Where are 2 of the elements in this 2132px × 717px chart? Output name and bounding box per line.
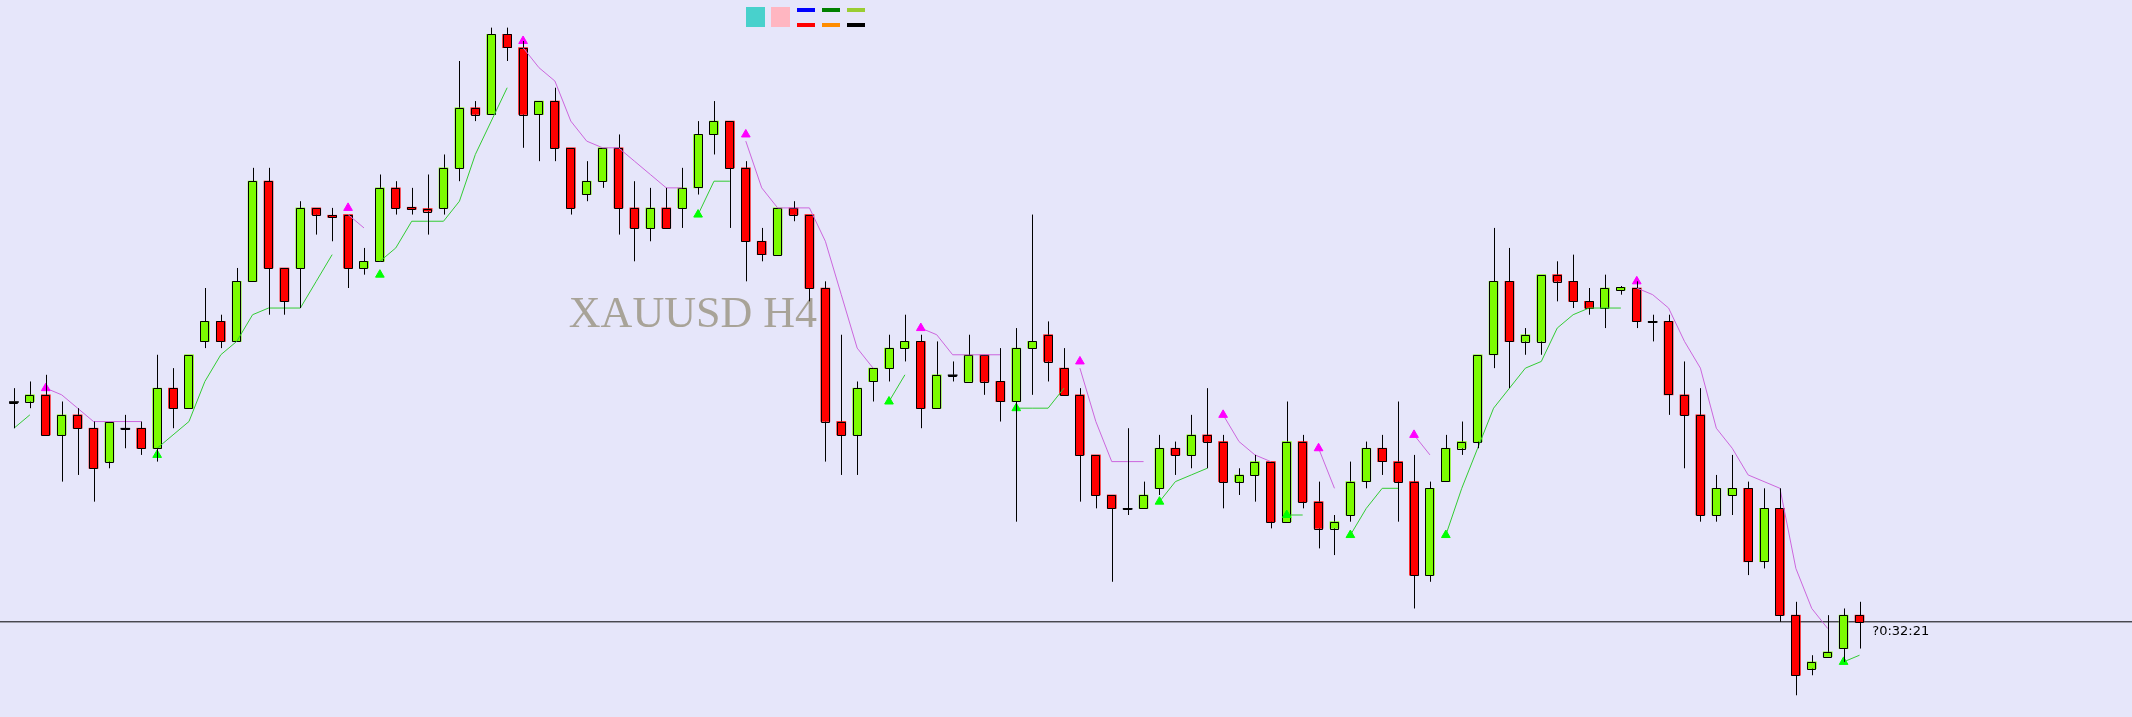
text: XAUUSD H4: [568, 287, 817, 337]
ref-line-label: ?0:32:21: [1872, 622, 1930, 638]
